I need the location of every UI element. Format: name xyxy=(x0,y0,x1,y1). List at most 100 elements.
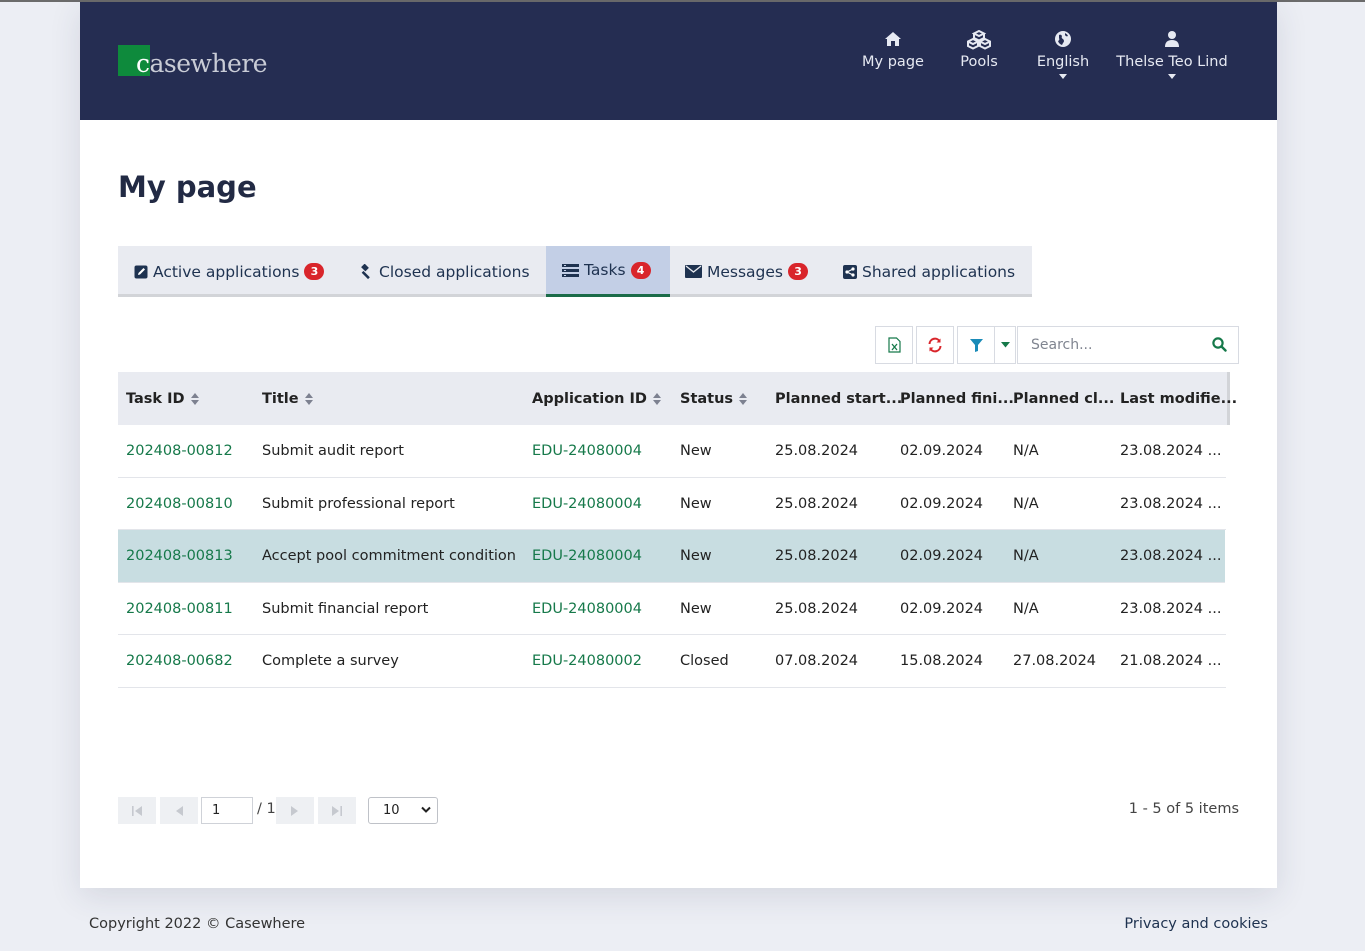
filter-button[interactable] xyxy=(957,326,995,364)
table-row[interactable]: 202408-00811 Submit financial report EDU… xyxy=(118,583,1226,635)
tab-label: Messages xyxy=(707,262,784,281)
tab-messages[interactable]: Messages 3 xyxy=(670,246,826,297)
logo-square xyxy=(118,45,150,76)
chevron-down-icon xyxy=(1059,74,1067,79)
column-header-application-id[interactable]: Application ID xyxy=(532,372,661,425)
planned-start: 25.08.2024 xyxy=(775,548,859,564)
planned-finish: 15.08.2024 xyxy=(900,653,984,669)
tab-active-applications[interactable]: Active applications 3 xyxy=(118,246,342,297)
refresh-button[interactable] xyxy=(916,326,954,364)
planned-start: 25.08.2024 xyxy=(775,495,859,512)
planned-start: 25.08.2024 xyxy=(775,600,859,617)
nav-pools[interactable]: Pools xyxy=(956,29,1002,70)
previous-page-button[interactable] xyxy=(160,797,198,824)
column-header-planned-start[interactable]: Planned start... xyxy=(775,390,903,407)
chevron-down-icon xyxy=(421,806,431,813)
casewhere-logo[interactable]: casewhere xyxy=(118,45,268,79)
task-title: Submit financial report xyxy=(262,600,429,617)
column-header-task-id[interactable]: Task ID xyxy=(126,372,199,425)
application-id-link[interactable]: EDU-24080004 xyxy=(532,600,642,617)
filter-dropdown-button[interactable] xyxy=(994,326,1016,364)
gavel-icon xyxy=(361,263,370,279)
last-page-button[interactable] xyxy=(318,797,356,824)
task-id-link[interactable]: 202408-00682 xyxy=(126,653,233,669)
tab-bar: Active applications 3 Closed application… xyxy=(118,246,1032,297)
copyright-text: Copyright 2022 © Casewhere xyxy=(89,916,306,932)
sort-icon xyxy=(304,392,313,405)
column-header-title[interactable]: Title xyxy=(262,372,313,425)
tab-shared-applications[interactable]: Shared applications xyxy=(826,246,1032,297)
privacy-link[interactable]: Privacy and cookies xyxy=(1124,916,1268,932)
first-page-button[interactable] xyxy=(118,797,156,824)
task-title: Submit audit report xyxy=(262,443,404,459)
planned-finish: 02.09.2024 xyxy=(900,495,984,512)
page-size-select[interactable]: 10 xyxy=(368,797,438,824)
chevron-down-icon xyxy=(1168,74,1176,79)
task-id-link[interactable]: 202408-00813 xyxy=(126,548,233,564)
next-page-button[interactable] xyxy=(276,797,314,824)
last-modified: 21.08.2024 ... xyxy=(1120,653,1222,669)
tasks-table: Task ID Title Application ID Status Plan… xyxy=(118,372,1237,688)
edit-icon xyxy=(134,265,148,278)
task-status: Closed xyxy=(680,653,729,669)
application-id-link[interactable]: EDU-24080004 xyxy=(532,495,642,512)
column-header-last-modified[interactable]: Last modifie... xyxy=(1120,390,1238,407)
page-number-input[interactable]: 1 xyxy=(201,797,253,824)
task-status: New xyxy=(680,495,712,512)
table-row-highlighted[interactable]: 202408-00813 Accept pool commitment cond… xyxy=(118,530,1225,583)
next-page-icon xyxy=(291,805,298,816)
task-id-link[interactable]: 202408-00811 xyxy=(126,600,233,617)
top-header: casewhere My page Pools English T xyxy=(80,2,1277,120)
excel-icon xyxy=(887,337,901,353)
planned-closed: N/A xyxy=(1013,548,1039,564)
planned-closed: N/A xyxy=(1013,495,1039,512)
planned-finish: 02.09.2024 xyxy=(900,548,984,564)
table-row[interactable]: 202408-00682 Complete a survey EDU-24080… xyxy=(118,635,1226,688)
search-input[interactable] xyxy=(1018,327,1198,363)
count-badge: 4 xyxy=(630,261,651,279)
table-header: Task ID Title Application ID Status Plan… xyxy=(118,372,1237,425)
home-icon xyxy=(862,30,924,52)
sort-icon xyxy=(190,392,199,405)
column-header-status[interactable]: Status xyxy=(680,372,748,425)
nav-label: Thelse Teo Lind xyxy=(1116,54,1228,70)
export-excel-button[interactable] xyxy=(875,326,913,364)
nav-label: My page xyxy=(862,54,924,70)
first-page-icon xyxy=(132,805,142,816)
sort-icon xyxy=(739,392,748,405)
planned-closed: 27.08.2024 xyxy=(1013,653,1097,669)
nav-language[interactable]: English xyxy=(1035,30,1091,79)
application-id-link[interactable]: EDU-24080004 xyxy=(532,443,642,459)
planned-start: 07.08.2024 xyxy=(775,653,859,669)
filter-icon xyxy=(970,338,983,352)
column-header-planned-closed[interactable]: Planned cl... xyxy=(1013,390,1115,407)
table-row[interactable]: 202408-00810 Submit professional report … xyxy=(118,478,1226,530)
window-top-border xyxy=(0,0,1365,2)
tab-closed-applications[interactable]: Closed applications xyxy=(342,246,546,297)
share-icon xyxy=(843,264,857,279)
tab-label: Active applications xyxy=(153,262,300,281)
application-id-link[interactable]: EDU-24080004 xyxy=(532,548,642,564)
task-status: New xyxy=(680,548,712,564)
table-row[interactable]: 202408-00812 Submit audit report EDU-240… xyxy=(118,425,1226,478)
globe-icon xyxy=(1035,30,1091,52)
count-badge: 3 xyxy=(788,263,809,280)
tab-label: Shared applications xyxy=(862,262,1016,281)
search-icon[interactable] xyxy=(1212,337,1227,356)
nav-user-menu[interactable]: Thelse Teo Lind xyxy=(1116,30,1228,79)
count-badge: 3 xyxy=(304,263,325,280)
task-title: Submit professional report xyxy=(262,495,455,512)
logo-text: casewhere xyxy=(136,49,268,78)
sort-icon xyxy=(652,392,661,405)
envelope-icon xyxy=(685,265,702,278)
nav-my-page[interactable]: My page xyxy=(862,30,924,70)
items-info: 1 - 5 of 5 items xyxy=(1128,801,1239,817)
task-id-link[interactable]: 202408-00812 xyxy=(126,443,233,459)
last-page-icon xyxy=(332,805,342,816)
page-total: / 1 xyxy=(257,801,276,817)
column-header-planned-finish[interactable]: Planned fini... xyxy=(900,390,1014,407)
tab-tasks[interactable]: Tasks 4 xyxy=(546,246,670,297)
task-id-link[interactable]: 202408-00810 xyxy=(126,495,233,512)
refresh-icon xyxy=(928,337,942,353)
application-id-link[interactable]: EDU-24080002 xyxy=(532,653,642,669)
